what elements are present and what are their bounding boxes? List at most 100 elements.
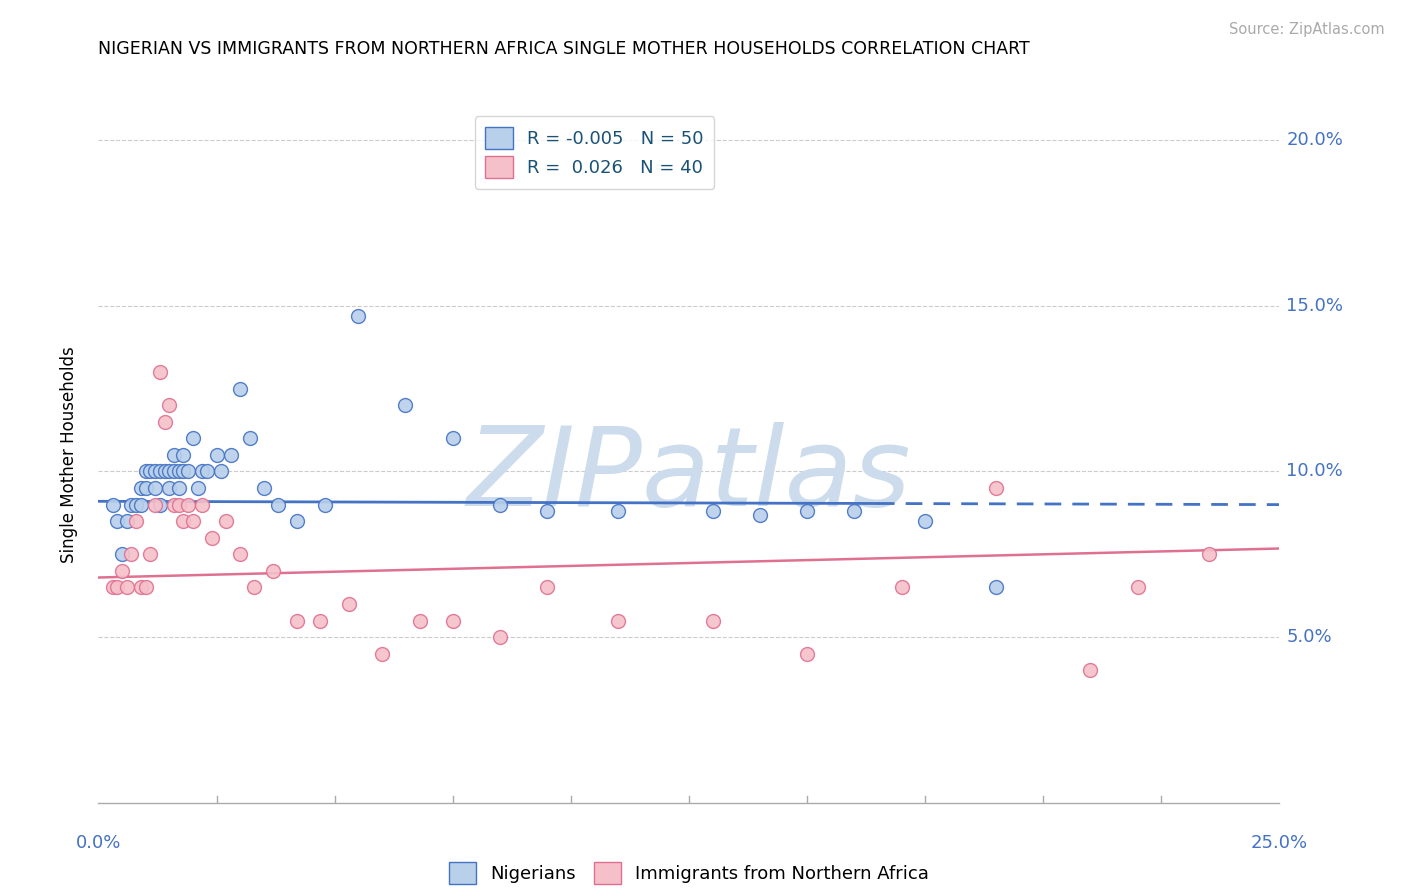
Point	[135, 481, 157, 495]
Point	[984, 581, 1007, 595]
Point	[135, 581, 157, 595]
Point	[139, 465, 162, 479]
Point	[157, 481, 180, 495]
Point	[209, 465, 232, 479]
Text: 5.0%: 5.0%	[1286, 628, 1331, 646]
Point	[702, 504, 724, 518]
Point	[219, 448, 242, 462]
Text: Source: ZipAtlas.com: Source: ZipAtlas.com	[1229, 22, 1385, 37]
Point	[314, 498, 336, 512]
Point	[748, 508, 770, 522]
Point	[1126, 581, 1149, 595]
Point	[195, 465, 218, 479]
Point	[121, 498, 143, 512]
Point	[337, 597, 360, 611]
Point	[262, 564, 284, 578]
Point	[163, 498, 186, 512]
Point	[607, 504, 630, 518]
Point	[125, 498, 148, 512]
Point	[121, 547, 143, 561]
Point	[267, 498, 290, 512]
Point	[408, 614, 430, 628]
Point	[153, 415, 176, 429]
Legend: Nigerians, Immigrants from Northern Africa: Nigerians, Immigrants from Northern Afri…	[441, 855, 936, 891]
Point	[149, 465, 172, 479]
Point	[796, 647, 818, 661]
Point	[536, 581, 558, 595]
Point	[167, 481, 190, 495]
Text: NIGERIAN VS IMMIGRANTS FROM NORTHERN AFRICA SINGLE MOTHER HOUSEHOLDS CORRELATION: NIGERIAN VS IMMIGRANTS FROM NORTHERN AFR…	[98, 40, 1031, 58]
Point	[129, 481, 152, 495]
Text: 10.0%: 10.0%	[1286, 462, 1343, 481]
Point	[285, 614, 308, 628]
Point	[111, 547, 134, 561]
Text: 0.0%: 0.0%	[76, 834, 121, 852]
Point	[177, 498, 200, 512]
Point	[115, 514, 138, 528]
Point	[181, 431, 204, 445]
Point	[172, 465, 194, 479]
Point	[157, 398, 180, 412]
Point	[177, 465, 200, 479]
Point	[143, 498, 166, 512]
Point	[149, 365, 172, 379]
Point	[536, 504, 558, 518]
Point	[239, 431, 262, 445]
Point	[285, 514, 308, 528]
Point	[347, 309, 370, 323]
Point	[1080, 663, 1102, 677]
Point	[129, 498, 152, 512]
Point	[229, 547, 252, 561]
Point	[143, 481, 166, 495]
Point	[101, 498, 124, 512]
Point	[607, 614, 630, 628]
Point	[441, 431, 464, 445]
Point	[187, 481, 209, 495]
Point	[172, 514, 194, 528]
Point	[181, 514, 204, 528]
Point	[243, 581, 266, 595]
Point	[163, 448, 186, 462]
Point	[890, 581, 912, 595]
Text: 25.0%: 25.0%	[1251, 834, 1308, 852]
Point	[167, 465, 190, 479]
Y-axis label: Single Mother Households: Single Mother Households	[59, 347, 77, 563]
Point	[205, 448, 228, 462]
Text: 15.0%: 15.0%	[1286, 297, 1344, 315]
Point	[394, 398, 416, 412]
Point	[157, 465, 180, 479]
Point	[371, 647, 394, 661]
Point	[489, 630, 512, 644]
Point	[201, 531, 224, 545]
Point	[172, 448, 194, 462]
Point	[101, 581, 124, 595]
Point	[111, 564, 134, 578]
Text: 20.0%: 20.0%	[1286, 131, 1343, 149]
Point	[125, 514, 148, 528]
Point	[115, 581, 138, 595]
Point	[253, 481, 276, 495]
Point	[143, 465, 166, 479]
Point	[309, 614, 332, 628]
Point	[191, 465, 214, 479]
Point	[914, 514, 936, 528]
Point	[702, 614, 724, 628]
Point	[135, 465, 157, 479]
Point	[191, 498, 214, 512]
Point	[984, 481, 1007, 495]
Point	[441, 614, 464, 628]
Point	[215, 514, 238, 528]
Point	[796, 504, 818, 518]
Point	[149, 498, 172, 512]
Point	[139, 547, 162, 561]
Point	[167, 498, 190, 512]
Point	[153, 465, 176, 479]
Point	[844, 504, 866, 518]
Point	[1198, 547, 1220, 561]
Point	[489, 498, 512, 512]
Point	[163, 465, 186, 479]
Point	[129, 581, 152, 595]
Point	[105, 581, 128, 595]
Point	[229, 382, 252, 396]
Text: ZIPatlas: ZIPatlas	[467, 422, 911, 529]
